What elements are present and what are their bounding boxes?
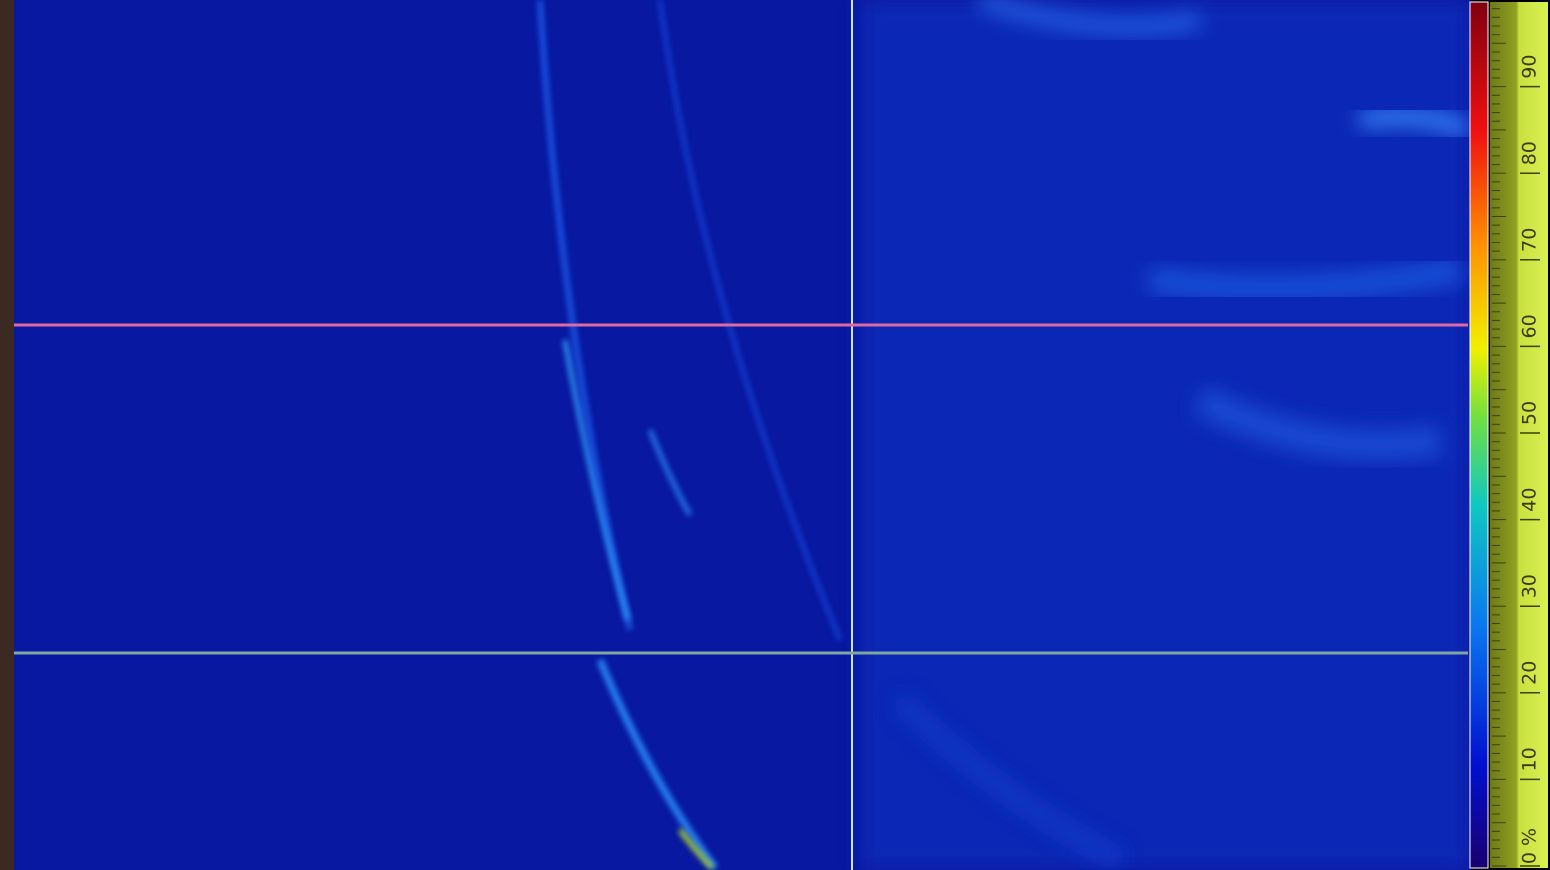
scale-label: 70 xyxy=(1519,228,1541,252)
scale-label: 0 % xyxy=(1519,828,1541,864)
scale-label: 90 xyxy=(1519,55,1541,79)
scale-label: 30 xyxy=(1519,574,1541,598)
scan-echoes xyxy=(537,0,1472,870)
scale-labels: 0 % 10 20 30 40 50 60 70 80 90 xyxy=(1492,8,1541,867)
color-bar xyxy=(1469,1,1489,869)
scale-label: 20 xyxy=(1519,661,1541,685)
scale-label: 50 xyxy=(1519,401,1541,425)
scale-label: 60 xyxy=(1519,314,1541,338)
scale-label: 40 xyxy=(1519,488,1541,512)
left-ruler xyxy=(0,0,14,870)
scale-ruler xyxy=(1490,2,1548,868)
scale-label: 80 xyxy=(1519,141,1541,165)
scale-label: 10 xyxy=(1519,747,1541,771)
